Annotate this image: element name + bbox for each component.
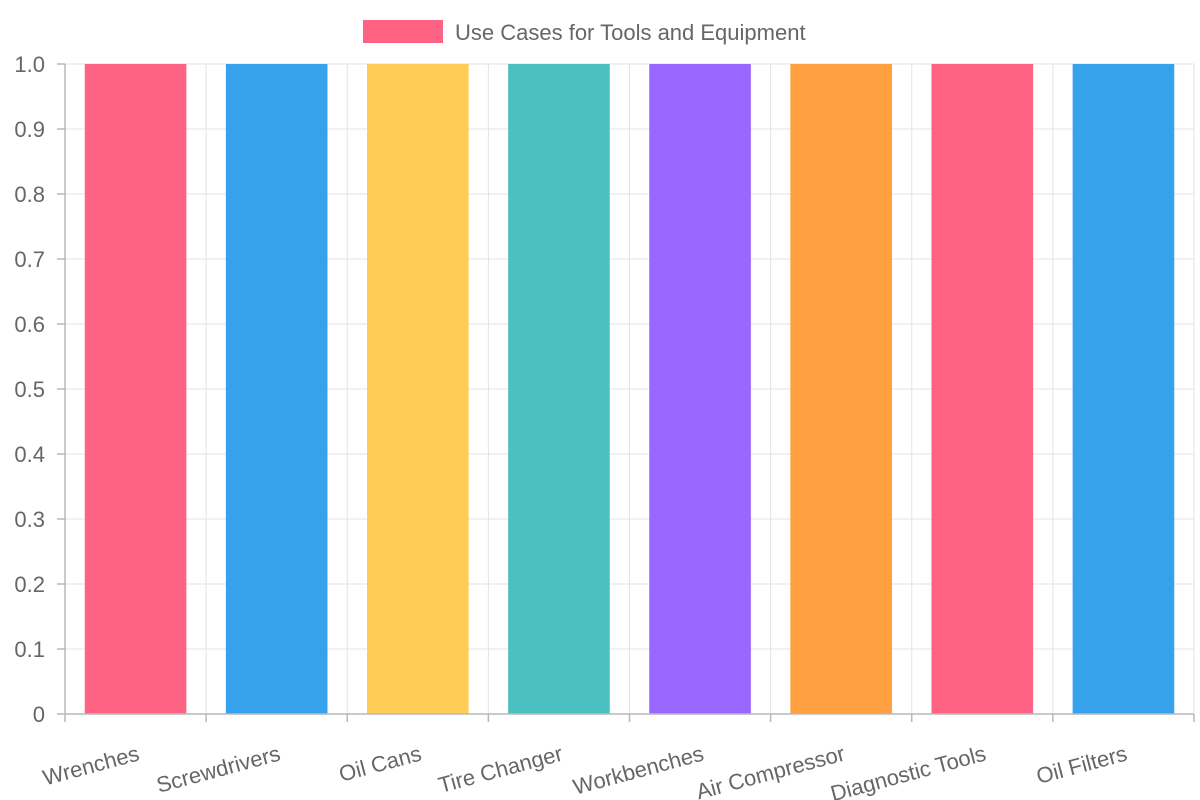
bar-screwdrivers[interactable] — [225, 64, 328, 714]
y-tick-label: 0.4 — [14, 442, 45, 467]
y-tick-label: 0.8 — [14, 182, 45, 207]
legend-label: Use Cases for Tools and Equipment — [455, 20, 806, 45]
y-tick-label: 0.7 — [14, 247, 45, 272]
bar-wrenches[interactable] — [84, 64, 187, 714]
x-tick-label: Wrenches — [40, 741, 142, 791]
y-tick-label: 0.5 — [14, 377, 45, 402]
y-tick-label: 0.1 — [14, 637, 45, 662]
bars — [84, 64, 1175, 714]
bar-oil-cans[interactable] — [367, 64, 469, 714]
y-tick-label: 0 — [33, 702, 45, 727]
bar-workbenches[interactable] — [649, 64, 751, 714]
x-tick-label: Workbenches — [570, 741, 706, 800]
bar-air-compressor[interactable] — [790, 64, 892, 714]
y-tick-label: 0.3 — [14, 507, 45, 532]
legend[interactable]: Use Cases for Tools and Equipment — [363, 20, 806, 45]
y-tick-label: 0.2 — [14, 572, 45, 597]
legend-swatch — [363, 20, 443, 43]
y-tick-label: 1.0 — [14, 52, 45, 77]
y-axis-ticks: 0 0.1 0.2 0.3 0.4 0.5 0.6 0.7 0.8 0.9 1.0 — [14, 52, 65, 727]
y-tick-label: 0.6 — [14, 312, 45, 337]
x-tick-label: Oil Filters — [1034, 741, 1130, 789]
y-tick-label: 0.9 — [14, 117, 45, 142]
x-tick-label: Oil Cans — [336, 741, 424, 787]
x-axis-ticks: Wrenches Screwdrivers Oil Cans Tire Changer… — [40, 714, 1195, 800]
x-tick-label: Diagnostic Tools — [828, 741, 989, 800]
x-tick-label: Air Compressor — [693, 741, 847, 800]
bar-tire-changer[interactable] — [508, 64, 610, 714]
x-tick-label: Tire Changer — [436, 741, 566, 798]
x-tick-label: Screwdrivers — [154, 741, 283, 798]
bar-oil-filters[interactable] — [1072, 64, 1175, 714]
bar-diagnostic-tools[interactable] — [931, 64, 1034, 714]
